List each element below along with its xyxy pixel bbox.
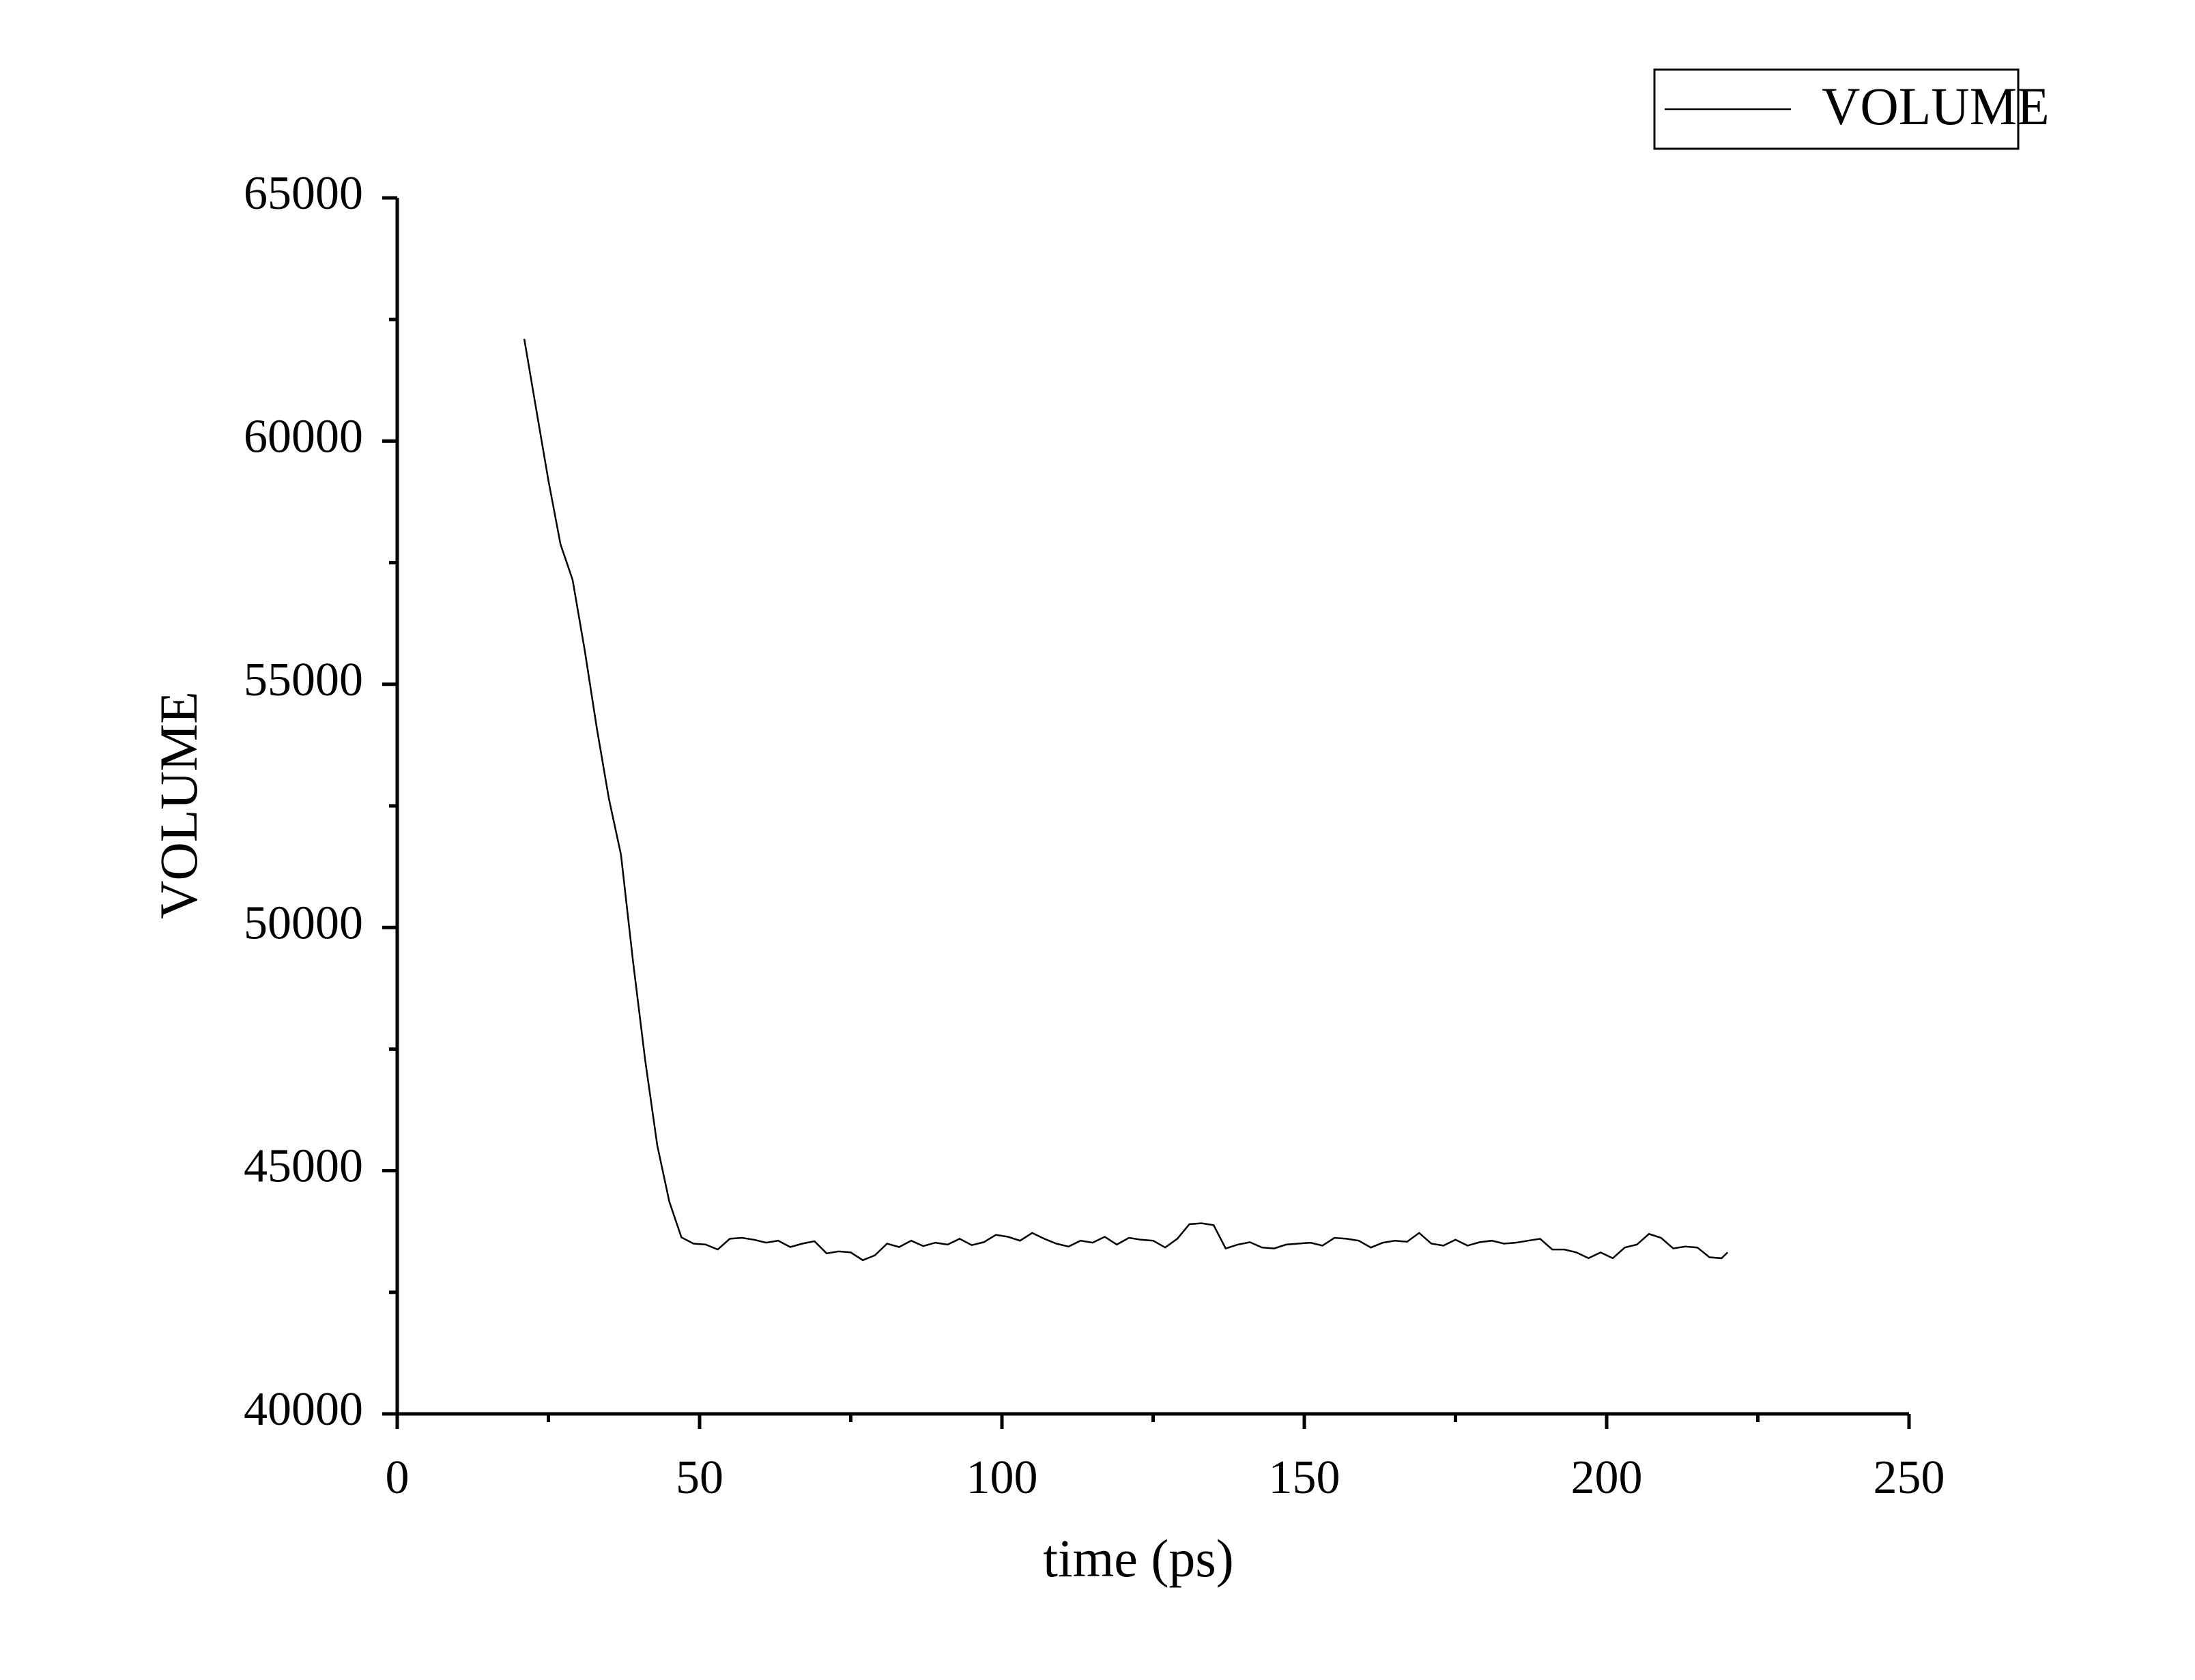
x-tick-label: 250 [1874, 1451, 1945, 1504]
x-axis-title: time (ps) [1043, 1529, 1233, 1588]
x-tick-label: 0 [386, 1451, 410, 1504]
x-tick-label: 200 [1571, 1451, 1643, 1504]
y-tick-label: 40000 [244, 1383, 363, 1436]
x-tick-label: 50 [676, 1451, 723, 1504]
x-tick-label: 150 [1269, 1451, 1340, 1504]
y-tick-label: 50000 [244, 897, 363, 949]
y-tick-label: 60000 [244, 410, 363, 463]
legend-box [1653, 68, 2020, 150]
y-tick-label: 55000 [244, 654, 363, 706]
y-tick-label: 65000 [244, 167, 363, 220]
x-tick-label: 100 [966, 1451, 1038, 1504]
y-tick-label: 45000 [244, 1140, 363, 1193]
legend-label: VOLUME [1822, 76, 2050, 136]
data-line [523, 338, 1729, 1262]
y-axis-title: VOLUME [149, 691, 208, 919]
